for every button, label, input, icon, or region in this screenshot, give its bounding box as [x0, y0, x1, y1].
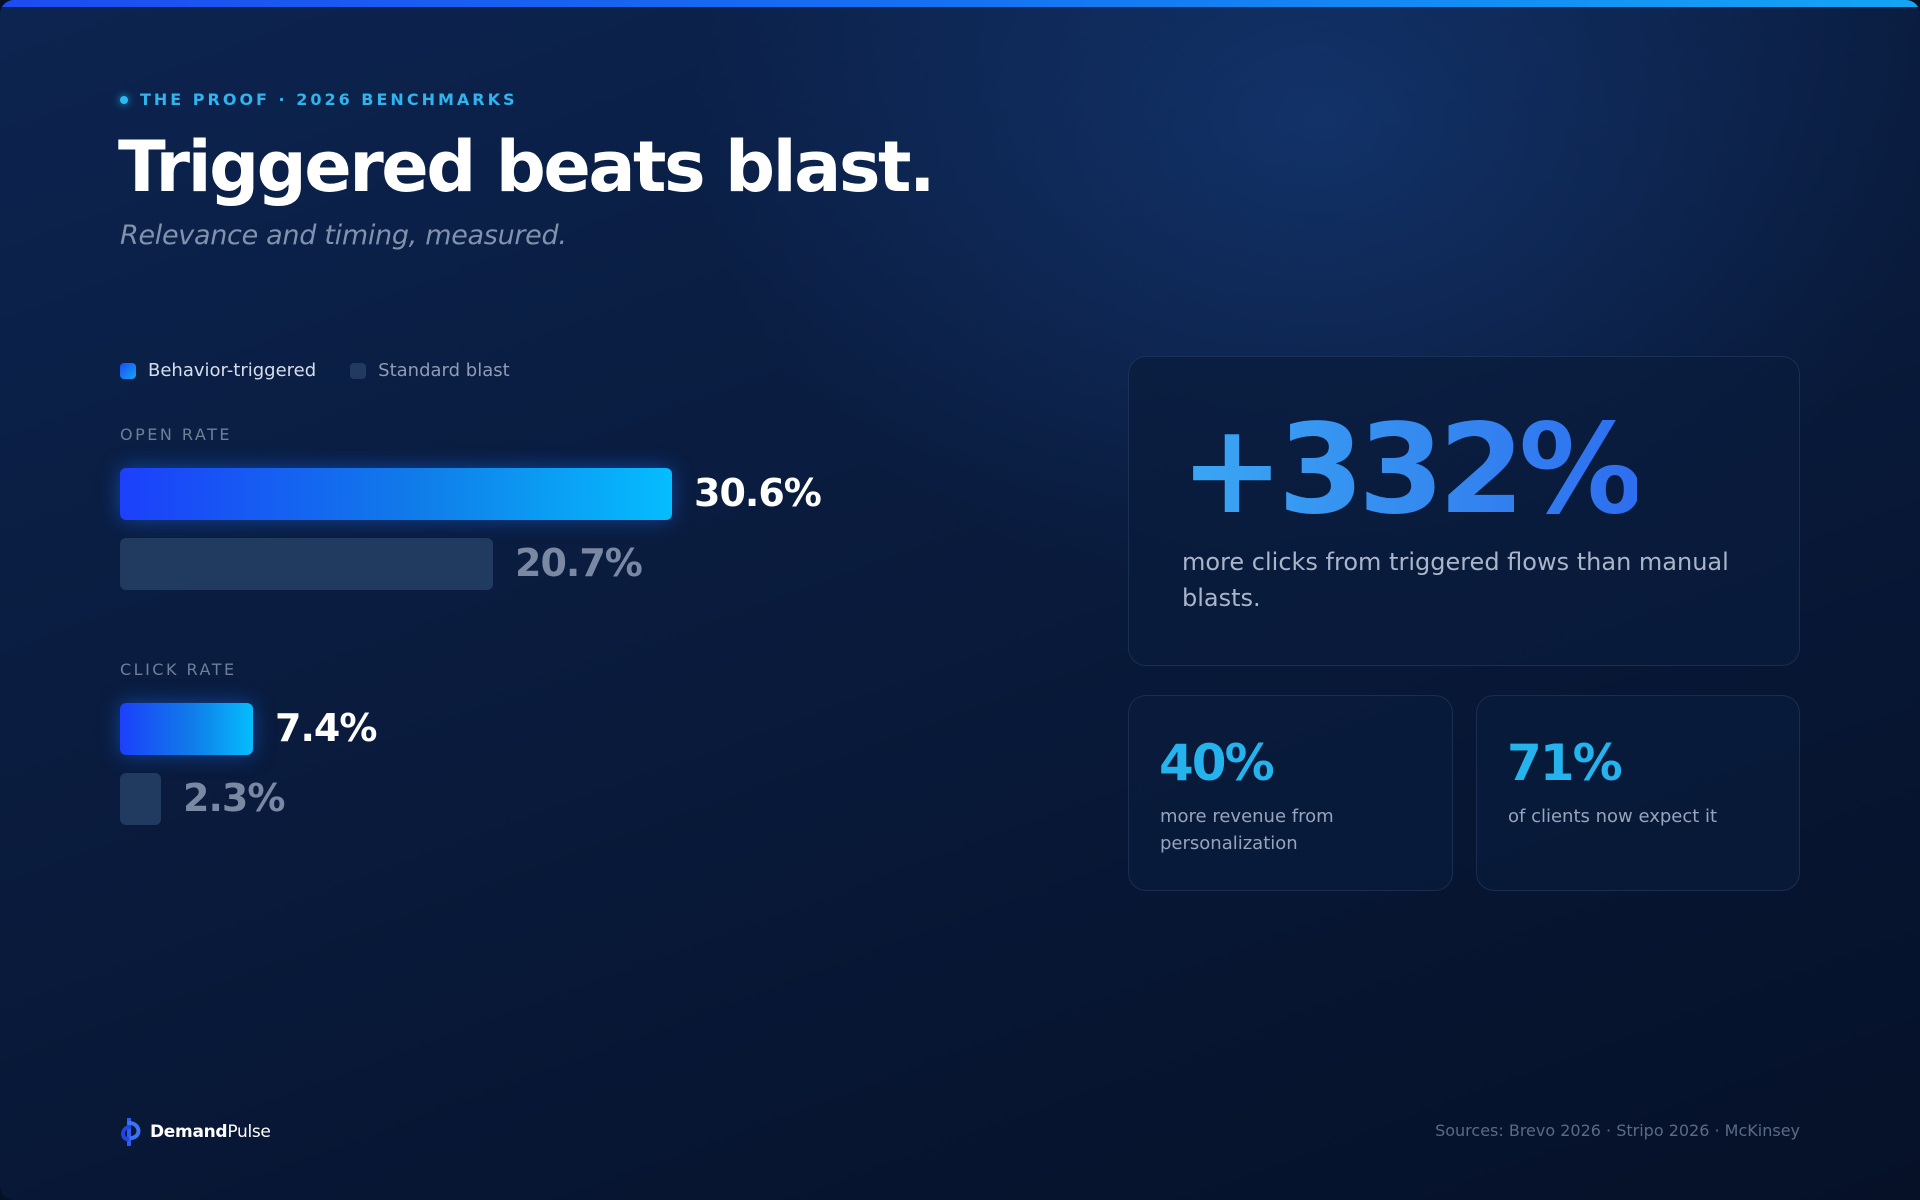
- brand-name: DemandPulse: [150, 1122, 271, 1142]
- stat-card-revenue: [1128, 695, 1453, 891]
- group-label-open-rate: OPEN RATE: [120, 425, 232, 444]
- stat-value-expectation: 71%: [1507, 734, 1623, 792]
- stat-value-revenue: 40%: [1159, 734, 1275, 792]
- bar-value-open-rate-blast: 20.7%: [515, 541, 643, 585]
- legend-swatch-blast: [350, 362, 367, 379]
- brand-name-bold: Demand: [150, 1122, 228, 1142]
- stat-description-expectation: of clients now expect it: [1508, 806, 1718, 827]
- eyebrow: THE PROOF · 2026 BENCHMARKS: [120, 90, 518, 109]
- legend-label-triggered: Behavior-triggered: [148, 360, 317, 381]
- brand-logo: DemandPulse: [120, 1118, 271, 1146]
- pulse-logo-icon: [121, 1118, 141, 1146]
- eyebrow-dot-icon: [120, 95, 128, 104]
- stat-card-expectation: [1476, 695, 1800, 891]
- top-accent-bar: [0, 0, 1920, 7]
- highlight-card: [1128, 356, 1800, 666]
- eyebrow-text: THE PROOF · 2026 BENCHMARKS: [140, 90, 518, 109]
- legend-item-blast: Standard blast: [350, 360, 510, 381]
- bar-click-rate-triggered: [120, 703, 253, 755]
- bar-open-rate-blast: [120, 538, 493, 590]
- bar-value-click-rate-blast: 2.3%: [183, 776, 285, 820]
- chart-legend: Behavior-triggered Standard blast: [120, 360, 544, 381]
- bar-click-rate-blast: [120, 773, 161, 825]
- highlight-description: more clicks from triggered flows than ma…: [1182, 548, 1729, 612]
- group-label-click-rate: CLICK RATE: [120, 660, 237, 679]
- bar-open-rate-triggered: [120, 468, 672, 520]
- bar-value-click-rate-triggered: 7.4%: [275, 706, 377, 750]
- page-title: Triggered beats blast.: [118, 126, 936, 208]
- highlight-stat: +332%: [1180, 398, 1643, 542]
- legend-item-triggered: Behavior-triggered: [120, 360, 316, 381]
- legend-swatch-triggered: [120, 362, 136, 379]
- stat-description-revenue: more revenue from personalization: [1160, 806, 1334, 854]
- brand-name-light: Pulse: [227, 1122, 271, 1142]
- bar-value-open-rate-triggered: 30.6%: [694, 471, 822, 515]
- legend-label-blast: Standard blast: [378, 360, 510, 381]
- page-subtitle: Relevance and timing, measured.: [120, 220, 567, 251]
- sources-note: Sources: Brevo 2026 · Stripo 2026 · McKi…: [1435, 1121, 1800, 1140]
